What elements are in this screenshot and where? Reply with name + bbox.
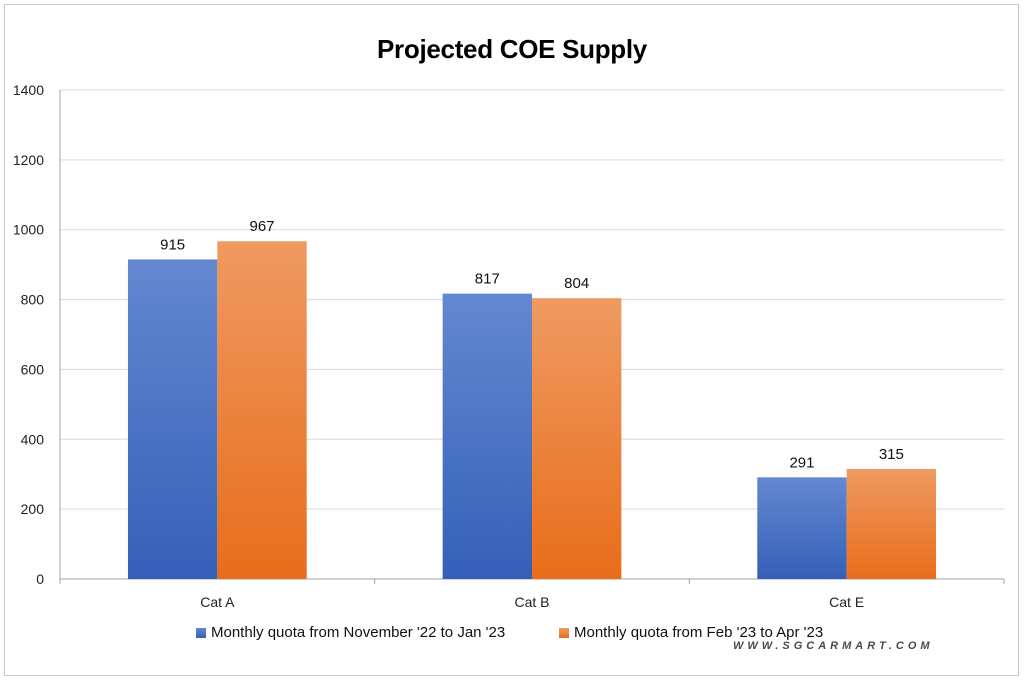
legend-swatch-series-2: [559, 627, 569, 638]
legend-item-series-2: Monthly quota from Feb '23 to Apr '23: [559, 624, 823, 641]
legend-item-series-1: Monthly quota from November '22 to Jan '…: [196, 624, 505, 641]
legend-swatch-series-1: [196, 627, 206, 638]
legend-label-series-2: Monthly quota from Feb '23 to Apr '23: [574, 624, 824, 641]
y-tick-label: 1200: [13, 152, 44, 168]
y-tick-label: 800: [21, 292, 45, 308]
bar-cat-b-series-2: [532, 298, 622, 579]
data-label: 804: [564, 275, 589, 292]
chart-title: Projected COE Supply: [377, 34, 647, 64]
y-tick-label: 1400: [13, 82, 44, 98]
data-label: 291: [789, 454, 814, 471]
bar-cat-e-series-2: [846, 468, 937, 579]
bar-cat-e-series-1: [757, 477, 847, 579]
bar-cat-b-series-1: [442, 293, 532, 579]
y-tick-label: 0: [36, 571, 44, 587]
bar-cat-a-series-1: [127, 259, 218, 579]
chart-legend: Monthly quota from November '22 to Jan '…: [0, 624, 1024, 648]
data-label: 315: [879, 446, 904, 463]
bar-cat-a-series-2: [217, 241, 307, 579]
y-tick-label: 1000: [13, 222, 44, 238]
watermark: WWW.SGCARMART.COM: [733, 640, 934, 652]
x-tick-label: Cat E: [829, 594, 864, 610]
x-tick-label: Cat B: [514, 594, 549, 610]
x-tick-label: Cat A: [200, 594, 235, 610]
data-label: 915: [160, 236, 185, 253]
y-tick-label: 600: [21, 361, 45, 377]
y-tick-label: 200: [21, 501, 45, 517]
data-label: 967: [250, 218, 275, 235]
data-label: 817: [475, 271, 500, 288]
legend-label-series-1: Monthly quota from November '22 to Jan '…: [211, 624, 506, 641]
y-tick-label: 400: [21, 431, 45, 447]
